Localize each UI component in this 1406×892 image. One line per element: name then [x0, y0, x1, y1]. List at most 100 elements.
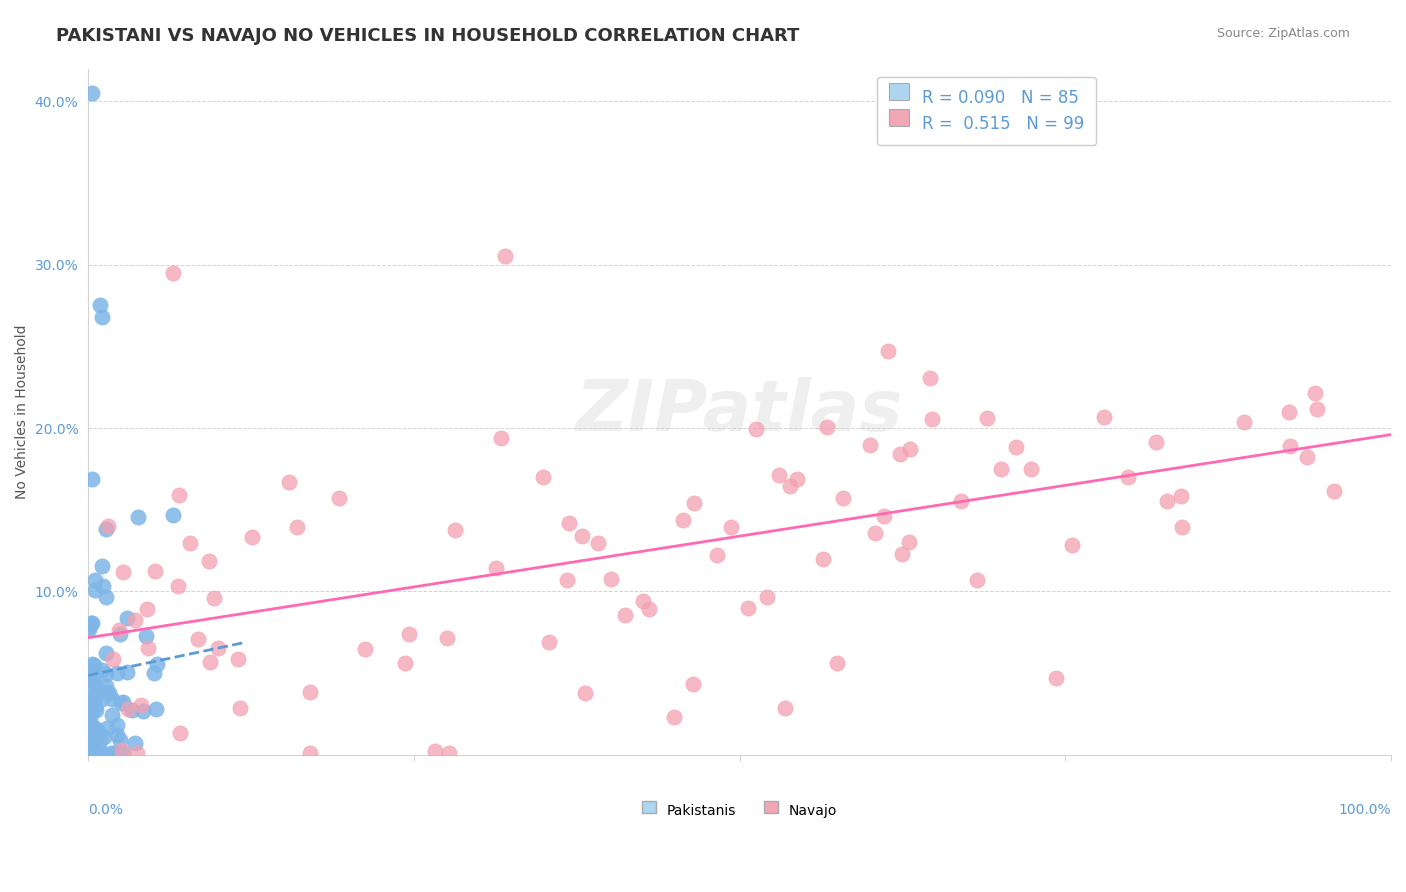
Point — [825, 656, 848, 670]
Point — [889, 447, 911, 461]
Point — [918, 371, 941, 385]
Point — [84, 573, 107, 587]
Point — [80, 615, 103, 630]
Point — [82, 706, 104, 720]
Point — [96, 721, 118, 735]
Point — [84, 703, 107, 717]
Text: 100.0%: 100.0% — [1339, 803, 1391, 817]
Point — [1045, 671, 1067, 685]
Point — [96, 646, 118, 660]
Point — [79, 615, 101, 630]
Point — [169, 488, 191, 502]
Point — [683, 495, 706, 509]
Point — [80, 746, 103, 760]
Point — [600, 572, 623, 586]
Point — [115, 611, 138, 625]
Point — [80, 86, 103, 100]
Point — [353, 641, 375, 656]
Point — [921, 412, 943, 426]
Text: PAKISTANI VS NAVAJO NO VEHICLES IN HOUSEHOLD CORRELATION CHART: PAKISTANI VS NAVAJO NO VEHICLES IN HOUSE… — [56, 27, 800, 45]
Point — [91, 310, 114, 324]
Point — [976, 410, 998, 425]
Point — [571, 529, 593, 543]
Point — [491, 431, 513, 445]
Point — [84, 746, 107, 760]
Point — [1004, 441, 1026, 455]
Point — [198, 655, 221, 669]
Point — [682, 677, 704, 691]
Point — [124, 736, 146, 750]
Point — [112, 746, 135, 760]
Point — [83, 692, 105, 706]
Point — [82, 720, 104, 734]
Legend: Pakistanis, Navajo: Pakistanis, Navajo — [637, 798, 842, 823]
Point — [82, 472, 104, 486]
Point — [80, 740, 103, 755]
Point — [1144, 434, 1167, 449]
Text: 0.0%: 0.0% — [89, 803, 124, 817]
Point — [94, 590, 117, 604]
Point — [111, 742, 134, 756]
Point — [82, 675, 104, 690]
Point — [437, 746, 460, 760]
Point — [162, 266, 184, 280]
Point — [91, 692, 114, 706]
Point — [89, 733, 111, 747]
Point — [83, 721, 105, 735]
Point — [100, 746, 122, 760]
Point — [898, 442, 921, 456]
Point — [720, 520, 742, 534]
Point — [132, 704, 155, 718]
Point — [813, 552, 835, 566]
Point — [94, 522, 117, 536]
Point — [775, 701, 797, 715]
Point — [815, 420, 838, 434]
Point — [494, 249, 516, 263]
Point — [1092, 409, 1115, 424]
Point — [756, 591, 779, 605]
Point — [207, 641, 229, 656]
Point — [94, 667, 117, 681]
Point — [83, 582, 105, 597]
Point — [79, 691, 101, 706]
Point — [117, 702, 139, 716]
Point — [86, 723, 108, 738]
Point — [77, 696, 100, 710]
Point — [82, 657, 104, 671]
Point — [299, 746, 322, 760]
Point — [108, 732, 131, 747]
Point — [613, 608, 636, 623]
Point — [278, 475, 301, 489]
Point — [1278, 405, 1301, 419]
Point — [832, 491, 855, 505]
Point — [105, 665, 128, 680]
Point — [89, 746, 111, 760]
Point — [82, 740, 104, 755]
Point — [574, 686, 596, 700]
Point — [1060, 538, 1083, 552]
Point — [786, 472, 808, 486]
Point — [145, 564, 167, 578]
Point — [86, 746, 108, 760]
Point — [101, 707, 124, 722]
Point — [863, 525, 886, 540]
Point — [187, 632, 209, 647]
Point — [299, 685, 322, 699]
Point — [631, 594, 654, 608]
Point — [91, 558, 114, 573]
Point — [131, 698, 153, 712]
Point — [1306, 401, 1329, 416]
Point — [91, 746, 114, 760]
Point — [84, 731, 107, 745]
Point — [136, 641, 159, 656]
Point — [423, 744, 446, 758]
Point — [1279, 439, 1302, 453]
Point — [744, 422, 766, 436]
Y-axis label: No Vehicles in Household: No Vehicles in Household — [15, 325, 30, 499]
Point — [990, 462, 1012, 476]
Point — [94, 679, 117, 693]
Point — [86, 681, 108, 695]
Point — [77, 622, 100, 636]
Point — [444, 523, 467, 537]
Point — [891, 547, 914, 561]
